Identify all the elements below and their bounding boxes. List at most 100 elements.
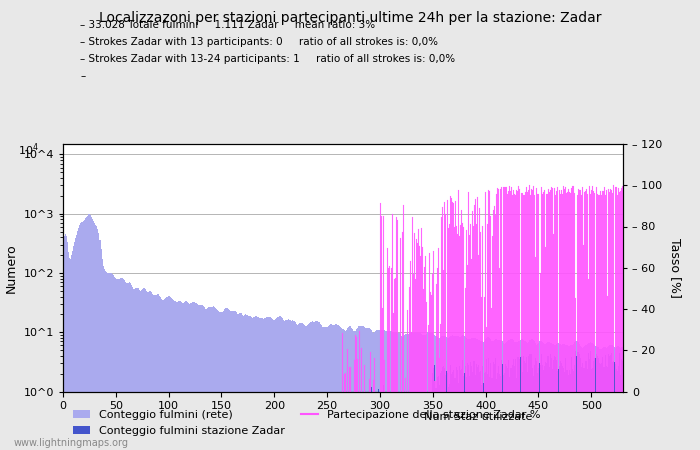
Bar — [108, 273, 109, 450]
Bar — [211, 307, 213, 450]
Bar — [601, 363, 603, 450]
Bar — [501, 360, 502, 450]
Bar — [525, 342, 526, 450]
Bar — [327, 327, 328, 450]
Bar — [596, 354, 597, 450]
Bar — [616, 346, 617, 450]
Bar — [66, 242, 68, 450]
Y-axis label: Tasso [%]: Tasso [%] — [668, 238, 682, 298]
Bar — [338, 325, 339, 450]
Text: –: – — [80, 72, 85, 81]
Bar — [485, 372, 486, 450]
Bar — [577, 341, 578, 450]
Text: – 33.028 Totale fulmini     1.111 Zadar     mean ratio: 3%: – 33.028 Totale fulmini 1.111 Zadar mean… — [80, 20, 376, 30]
Bar — [294, 321, 295, 450]
Bar — [537, 373, 538, 450]
Bar — [512, 340, 514, 450]
Bar — [495, 358, 496, 450]
Bar — [587, 353, 589, 450]
Bar — [469, 339, 470, 450]
Bar — [526, 356, 527, 450]
Bar — [374, 332, 375, 450]
Bar — [425, 392, 426, 450]
Bar — [470, 362, 471, 450]
Bar — [262, 318, 263, 450]
Bar — [129, 282, 130, 450]
Bar — [274, 320, 275, 450]
Bar — [556, 360, 557, 450]
Bar — [281, 317, 282, 450]
Bar — [402, 392, 404, 450]
Bar — [223, 311, 224, 450]
Bar — [189, 304, 190, 450]
Bar — [385, 331, 386, 450]
Bar — [354, 331, 355, 450]
Bar — [587, 343, 589, 450]
Bar — [372, 332, 373, 450]
Bar — [487, 337, 489, 450]
Bar — [368, 328, 369, 450]
Bar — [144, 288, 145, 450]
Bar — [614, 347, 615, 450]
Bar — [603, 368, 605, 450]
Bar — [527, 372, 528, 450]
Bar — [105, 270, 106, 450]
Bar — [516, 378, 517, 450]
Bar — [572, 369, 573, 450]
Bar — [553, 360, 554, 450]
Bar — [523, 356, 524, 450]
Bar — [605, 347, 606, 450]
Bar — [570, 357, 572, 450]
Bar — [92, 219, 93, 450]
Bar — [242, 315, 243, 450]
Bar — [190, 303, 191, 450]
Bar — [441, 371, 442, 450]
Bar — [460, 370, 461, 450]
Bar — [217, 310, 218, 450]
Bar — [293, 320, 294, 450]
Bar — [444, 369, 445, 450]
Bar — [583, 368, 584, 450]
Bar — [564, 372, 566, 450]
Bar — [107, 273, 108, 450]
Bar — [497, 374, 498, 450]
Bar — [269, 317, 270, 450]
Bar — [447, 373, 448, 450]
Bar — [561, 345, 562, 450]
Bar — [299, 323, 300, 450]
Bar — [337, 324, 338, 450]
Bar — [591, 369, 592, 450]
Bar — [580, 346, 581, 450]
Bar — [609, 345, 610, 450]
Bar — [164, 299, 165, 450]
Bar — [522, 339, 523, 450]
Bar — [415, 332, 416, 450]
Bar — [361, 326, 363, 450]
Bar — [153, 295, 155, 450]
Bar — [355, 331, 356, 450]
Bar — [112, 274, 113, 450]
Bar — [257, 317, 258, 450]
Bar — [504, 373, 505, 450]
Bar — [321, 325, 323, 450]
Bar — [481, 341, 482, 450]
Bar — [425, 335, 426, 450]
Bar — [519, 360, 520, 450]
Bar — [128, 283, 129, 450]
Bar — [555, 345, 556, 450]
Bar — [149, 292, 150, 450]
Bar — [438, 376, 439, 450]
Bar — [178, 301, 180, 450]
Bar — [85, 217, 87, 450]
Bar — [371, 387, 372, 450]
Bar — [80, 223, 81, 450]
Y-axis label: Numero: Numero — [5, 243, 18, 292]
Bar — [503, 375, 504, 450]
Bar — [73, 246, 74, 450]
Bar — [111, 273, 112, 450]
Bar — [246, 315, 247, 450]
Bar — [426, 333, 427, 450]
Bar — [239, 313, 240, 450]
Bar — [296, 324, 297, 450]
Bar — [582, 348, 583, 450]
